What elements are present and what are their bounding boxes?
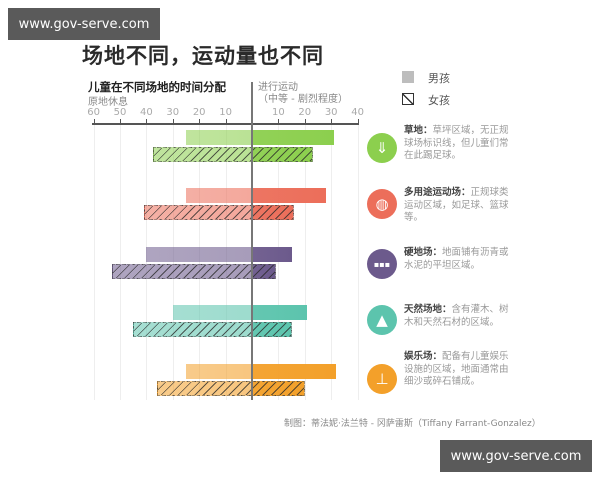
axis-tick (252, 119, 253, 125)
gridline (146, 125, 148, 400)
gridline (172, 125, 174, 400)
tree-icon: ▲ (367, 305, 397, 335)
axis-tick (278, 119, 280, 125)
description-multi: 多用途运动场：正规球类运动区域，如足球、篮球等。 (404, 187, 512, 225)
tick-label: 60 (87, 107, 100, 118)
boy-bar-natural (172, 305, 308, 320)
gridline (93, 125, 95, 400)
tick-label: 20 (298, 107, 312, 118)
tick-label: 10 (272, 107, 285, 118)
description-play: 娱乐场：配备有儿童娱乐设施的区域，地面通常由细沙或碎石铺成。 (404, 351, 512, 389)
axis-tick (146, 119, 148, 125)
description-natural: 天然场地：含有灌木、树木和天然石材的区域。 (404, 304, 512, 329)
tick-label: 50 (113, 107, 127, 118)
legend-girl-label: 女孩 (428, 94, 450, 107)
gridline (225, 125, 227, 400)
description-hard: 硬地场：地面铺有沥青或水泥的平坦区域。 (404, 247, 512, 272)
tick-label: 30 (166, 107, 180, 118)
description-text: 正规球类运动区域，如足球、篮球等。 (404, 187, 509, 223)
axis-tick (172, 119, 174, 125)
description-text: 草坪区域，无正规球场标识线，但儿童们常在此踢足球。 (404, 125, 509, 161)
girl-bar-natural (133, 322, 292, 337)
axis-tick (120, 119, 121, 125)
legend-girl-swatch (402, 93, 414, 105)
boy-bar-grass (186, 130, 334, 145)
gridline (331, 125, 333, 400)
boy-bar-hard (146, 247, 292, 262)
credit: 制图：蒂法妮·法兰特 - 冈萨雷斯（Tiffany Farrant-Gonzal… (284, 419, 541, 429)
description-grass: 草地：草坪区域，无正规球场标识线，但儿童们常在此踢足球。 (404, 125, 512, 163)
axis-tick (304, 119, 306, 125)
description-title: 多用途运动场： (404, 187, 471, 198)
girl-bar-grass (153, 147, 313, 162)
description-text: 含有灌木、树木和天然石材的区域。 (404, 304, 509, 328)
tick-label: 40 (140, 107, 153, 118)
active-label-line1: 进行运动 (258, 82, 298, 93)
tick-label: 20 (192, 107, 206, 118)
rest-axis-label: 原地休息 (88, 97, 128, 108)
pavement-icon: ▪▪▪ (367, 249, 397, 279)
basketball-icon: ◍ (367, 189, 397, 219)
girl-bar-hard (112, 264, 276, 279)
axis-tick (357, 119, 359, 125)
active-axis-label: 进行运动 （中等 - 剧烈程度） (258, 82, 348, 106)
tick-label: 10 (219, 107, 232, 118)
seesaw-icon: ⊥ (367, 364, 397, 394)
watermark-bottom: www.gov-serve.com (440, 440, 592, 472)
girl-bar-multi (143, 205, 295, 220)
description-title: 草地： (404, 125, 433, 136)
grass-icon: ⇓ (367, 133, 397, 163)
gridline (304, 125, 306, 400)
girl-bar-play (156, 381, 305, 396)
zero-line (251, 82, 253, 400)
description-title: 娱乐场： (404, 351, 443, 362)
axis-tick (331, 119, 333, 125)
watermark-top: www.gov-serve.com (8, 8, 160, 40)
tick-label: 40 (351, 107, 364, 118)
axis-tick (93, 119, 95, 125)
tick-label: 30 (324, 107, 338, 118)
gridline (357, 125, 359, 400)
chart-title: 场地不同，运动量也不同 (82, 44, 324, 68)
chart-subtitle: 儿童在不同场地的时间分配 (88, 80, 226, 94)
description-title: 硬地场： (404, 247, 443, 258)
active-label-line2: （中等 - 剧烈程度） (258, 94, 348, 105)
x-axis (92, 123, 358, 125)
description-text: 配备有儿童娱乐设施的区域，地面通常由细沙或碎石铺成。 (404, 351, 509, 387)
gridline (120, 125, 121, 400)
gridline (199, 125, 201, 400)
legend-boy-label: 男孩 (428, 72, 450, 85)
gridline (278, 125, 280, 400)
boy-bar-play (186, 364, 337, 379)
axis-tick (199, 119, 201, 125)
description-title: 天然场地： (404, 304, 452, 315)
legend-boy-swatch (402, 71, 414, 83)
boy-bar-multi (186, 188, 326, 203)
axis-tick (225, 119, 227, 125)
description-text: 地面铺有沥青或水泥的平坦区域。 (404, 247, 509, 271)
